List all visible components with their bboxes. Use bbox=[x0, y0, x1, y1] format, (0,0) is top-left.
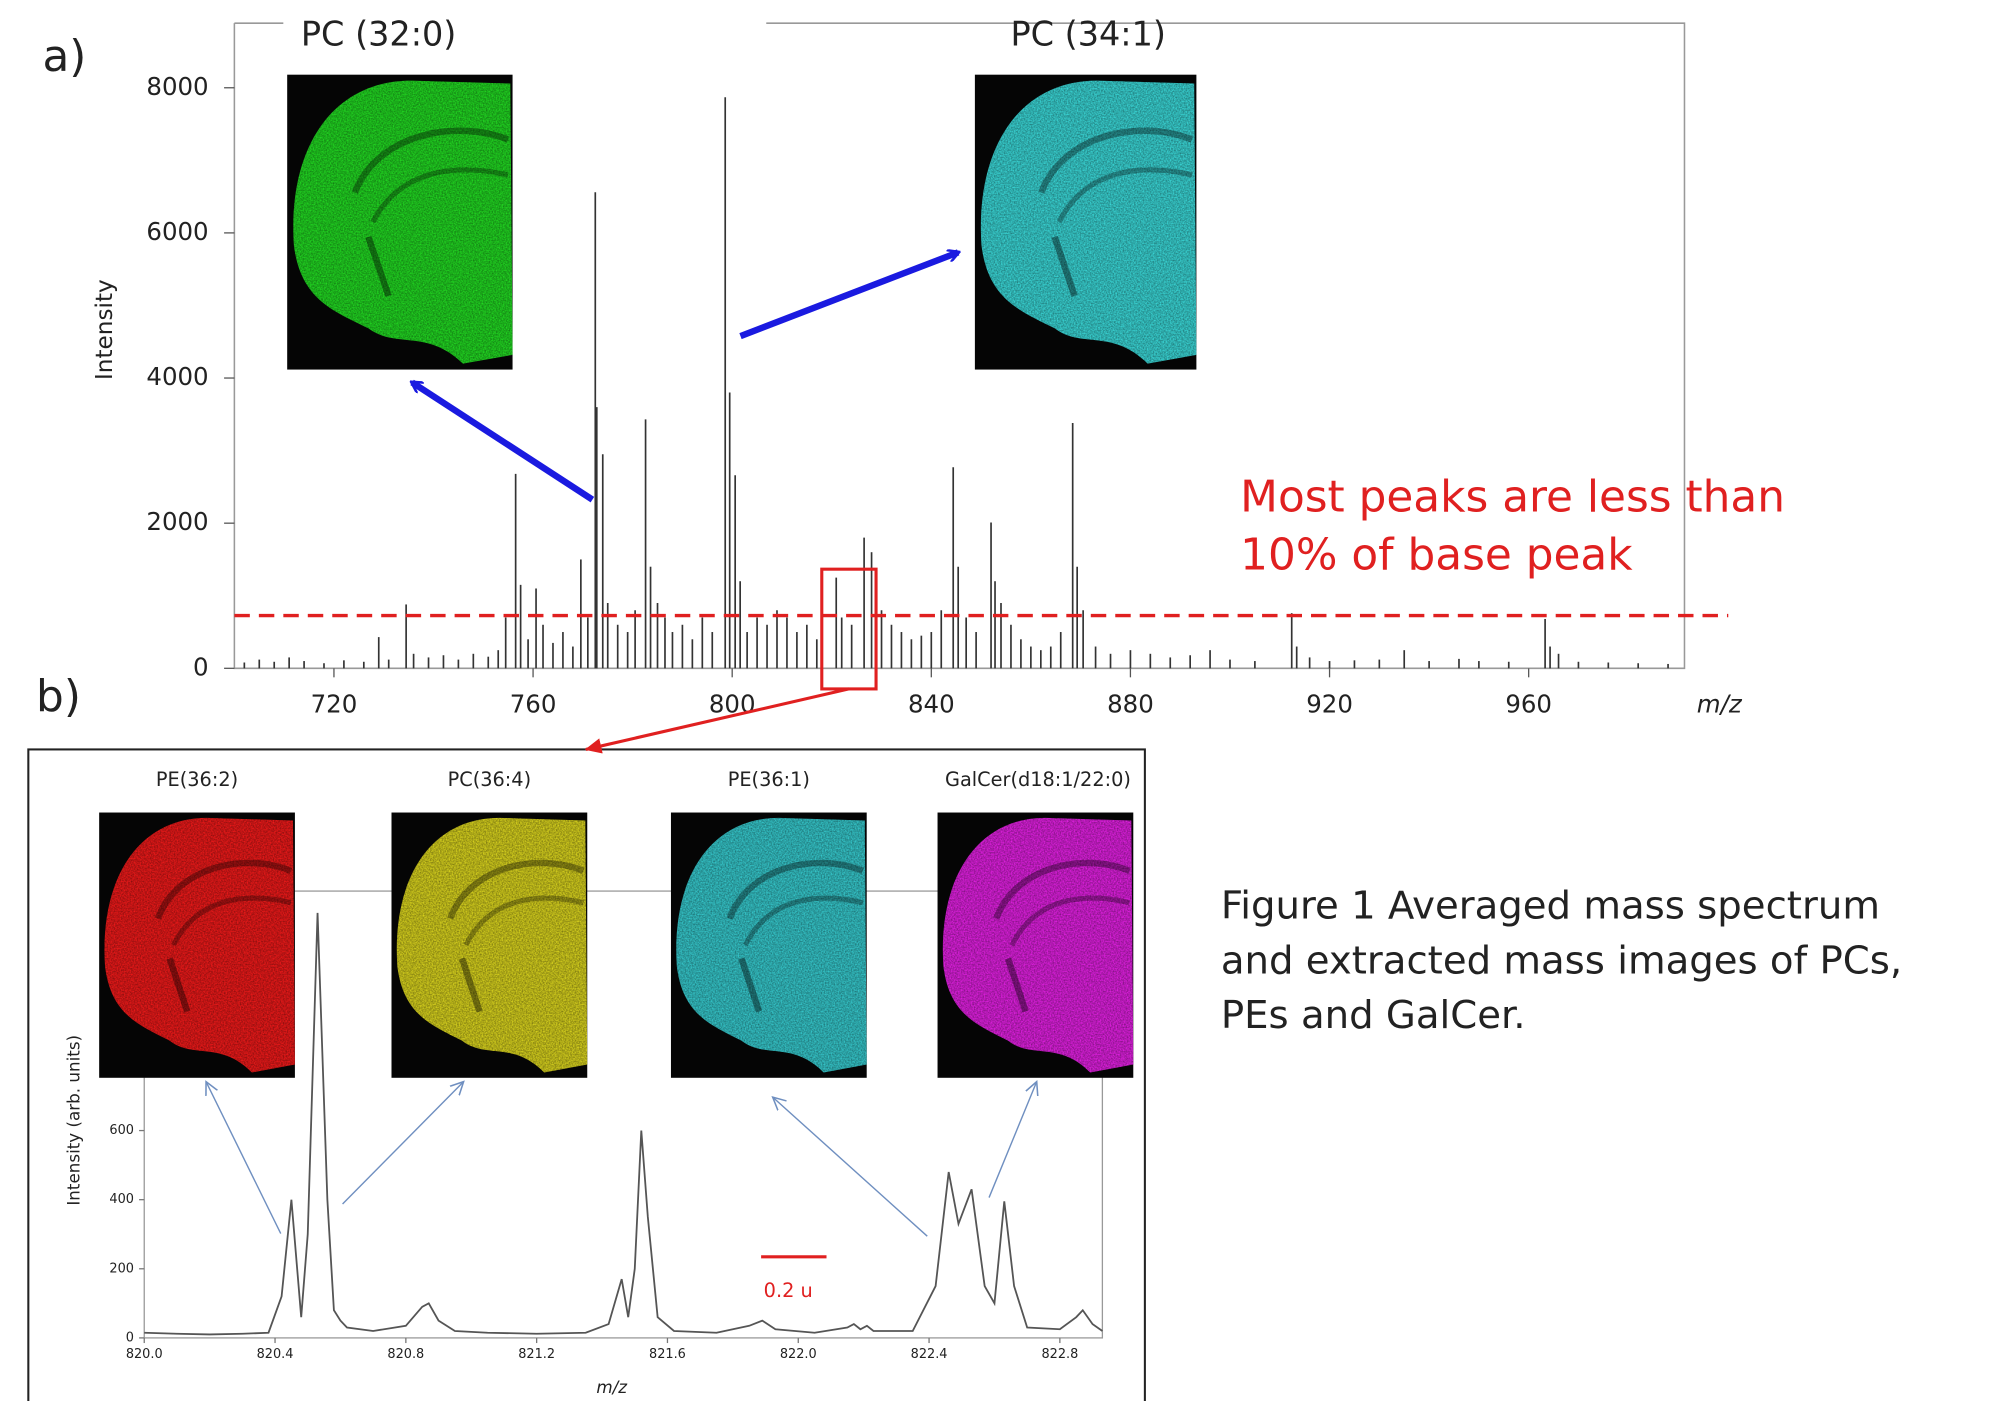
y-tick-label: 400 bbox=[109, 1192, 134, 1207]
tissue-image bbox=[937, 812, 1134, 1078]
caption-line: Figure 1 Averaged mass spectrum bbox=[1221, 883, 1880, 928]
x-tick-label: 822.8 bbox=[1041, 1347, 1078, 1362]
y-tick-label: 4000 bbox=[146, 362, 208, 391]
tissue-image bbox=[287, 74, 513, 370]
tissue-texture bbox=[293, 80, 513, 364]
tissue-image bbox=[391, 812, 588, 1078]
x-tick-label: 822.4 bbox=[911, 1347, 948, 1362]
tissue-structure bbox=[351, 127, 510, 194]
tissue-structure bbox=[726, 859, 865, 920]
y-tick-label: 0 bbox=[126, 1330, 134, 1345]
image-label: PC (34:1) bbox=[1010, 15, 1165, 54]
x-tick-label: 920 bbox=[1306, 690, 1353, 719]
panel-label: a) bbox=[42, 31, 86, 82]
x-axis-label: m/z bbox=[1697, 690, 1743, 719]
tissue-structure bbox=[1009, 895, 1130, 947]
tissue-image bbox=[99, 812, 295, 1078]
x-tick-label: 820.8 bbox=[387, 1347, 424, 1362]
tissue-structure bbox=[1038, 127, 1194, 194]
tissue-structure bbox=[447, 859, 585, 920]
y-tick-label: 0 bbox=[193, 652, 209, 681]
x-tick-label: 820.0 bbox=[126, 1347, 163, 1362]
y-axis-label: Intensity (arb. units) bbox=[64, 1035, 84, 1206]
y-tick-label: 2000 bbox=[146, 507, 208, 536]
y-tick-label: 600 bbox=[109, 1123, 134, 1138]
image-label: PE(36:2) bbox=[156, 768, 238, 791]
x-tick-label: 720 bbox=[311, 690, 358, 719]
image-label: PE(36:1) bbox=[728, 768, 810, 791]
image-label: PC (32:0) bbox=[301, 15, 456, 54]
scale-bar-label: 0.2 u bbox=[764, 1279, 813, 1302]
tissue-texture bbox=[104, 817, 295, 1073]
tissue-structure bbox=[738, 957, 763, 1013]
x-tick-label: 960 bbox=[1505, 690, 1552, 719]
x-tick-label: 821.6 bbox=[649, 1347, 686, 1362]
tissue-texture bbox=[396, 817, 588, 1073]
annotation: 10% of base peak bbox=[1240, 530, 1633, 581]
tissue-structure bbox=[1051, 235, 1078, 297]
x-tick-label: 822.0 bbox=[780, 1347, 817, 1362]
tissue-texture bbox=[980, 80, 1197, 364]
image-arrow bbox=[206, 1082, 282, 1234]
tissue-structure bbox=[743, 895, 864, 947]
plot-frame bbox=[143, 890, 1104, 1339]
panel-label: b) bbox=[36, 671, 81, 722]
tissue-structure bbox=[1004, 957, 1029, 1013]
tissue-structure bbox=[171, 895, 292, 947]
x-tick-label: 821.2 bbox=[518, 1347, 555, 1362]
y-tick-label: 200 bbox=[109, 1261, 134, 1276]
image-arrow bbox=[773, 1097, 928, 1237]
zoom-arrow bbox=[584, 687, 850, 754]
tissue-structure bbox=[154, 859, 293, 920]
spectrum-line bbox=[144, 912, 1103, 1336]
x-tick-label: 800 bbox=[709, 690, 756, 719]
tissue-structure bbox=[458, 957, 483, 1013]
image-label: GalCer(d18:1/22:0) bbox=[945, 768, 1131, 791]
tissue-structure bbox=[1056, 167, 1193, 224]
x-tick-label: 840 bbox=[908, 690, 955, 719]
y-axis-label: Intensity bbox=[91, 279, 118, 380]
image-arrow bbox=[988, 1082, 1037, 1198]
x-axis-label: m/z bbox=[596, 1377, 628, 1397]
image-arrow bbox=[412, 379, 595, 503]
tissue-structure bbox=[463, 895, 584, 947]
x-tick-label: 760 bbox=[510, 690, 557, 719]
tissue-image bbox=[974, 74, 1197, 370]
y-tick-label: 6000 bbox=[146, 217, 208, 246]
highlight-box bbox=[820, 567, 878, 691]
tissue-structure bbox=[370, 167, 509, 224]
tissue-structure bbox=[365, 235, 392, 297]
tissue-texture bbox=[676, 817, 867, 1073]
caption-line: and extracted mass images of PCs, bbox=[1221, 939, 1902, 984]
tissue-structure bbox=[166, 957, 191, 1013]
tissue-image bbox=[670, 812, 867, 1078]
image-label: PC(36:4) bbox=[448, 768, 532, 791]
tissue-structure bbox=[993, 859, 1131, 920]
y-tick-label: 8000 bbox=[146, 72, 208, 101]
image-arrow bbox=[739, 252, 959, 340]
tissue-texture bbox=[942, 817, 1134, 1073]
x-tick-label: 820.4 bbox=[257, 1347, 294, 1362]
caption-line: PEs and GalCer. bbox=[1221, 993, 1526, 1038]
x-tick-label: 880 bbox=[1107, 690, 1154, 719]
annotation: Most peaks are less than bbox=[1240, 472, 1785, 523]
image-arrow bbox=[342, 1082, 464, 1205]
axis-frame bbox=[233, 22, 1686, 670]
